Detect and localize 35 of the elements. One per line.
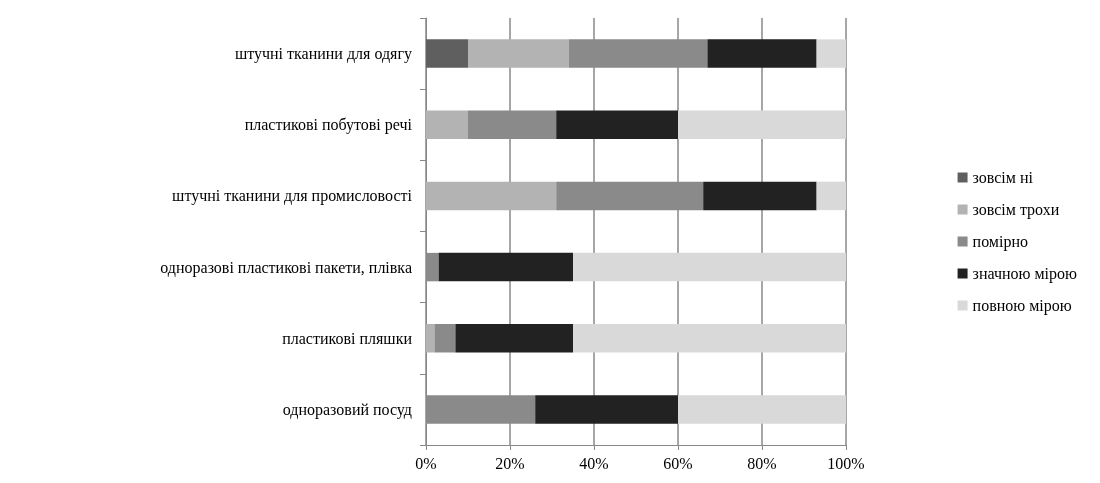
bar — [426, 324, 435, 353]
bar — [556, 110, 678, 139]
bar — [434, 324, 456, 353]
y-tick-label: пластикові пляшки — [282, 329, 413, 347]
bar — [678, 395, 846, 424]
legend-label: зовсім ні — [972, 169, 1034, 186]
x-tick-label: 100% — [827, 454, 865, 472]
x-tick-label: 60% — [663, 454, 693, 472]
bar — [468, 39, 569, 68]
bar — [426, 39, 468, 68]
bar — [438, 252, 573, 282]
bar — [455, 324, 573, 353]
bar — [573, 324, 846, 353]
x-tick-label: 0% — [415, 454, 437, 472]
bar — [678, 110, 846, 139]
legend-label: повною мірою — [972, 297, 1072, 315]
bar — [816, 181, 846, 211]
bar — [426, 181, 557, 211]
x-tick-label: 40% — [579, 454, 609, 472]
bar — [703, 181, 817, 211]
y-tick-label: одноразовий посуд — [282, 400, 412, 419]
x-tick-label: 80% — [747, 454, 777, 472]
legend-label: значною мірою — [972, 265, 1078, 283]
y-tick-label: пластикові побутові речі — [244, 116, 413, 135]
y-tick-label: штучні тканини для промисловості — [172, 187, 413, 206]
legend-label: помірно — [972, 233, 1028, 251]
y-tick-label: одноразові пластикові пакети, плівка — [160, 258, 412, 277]
bar — [535, 395, 678, 424]
legend-label: зовсім трохи — [972, 201, 1060, 219]
bar — [707, 39, 817, 68]
bar — [426, 110, 468, 139]
x-tick-label: 20% — [495, 454, 525, 472]
bar — [816, 39, 846, 68]
y-tick-label: штучні тканини для одягу — [234, 45, 412, 64]
bar — [573, 252, 846, 282]
